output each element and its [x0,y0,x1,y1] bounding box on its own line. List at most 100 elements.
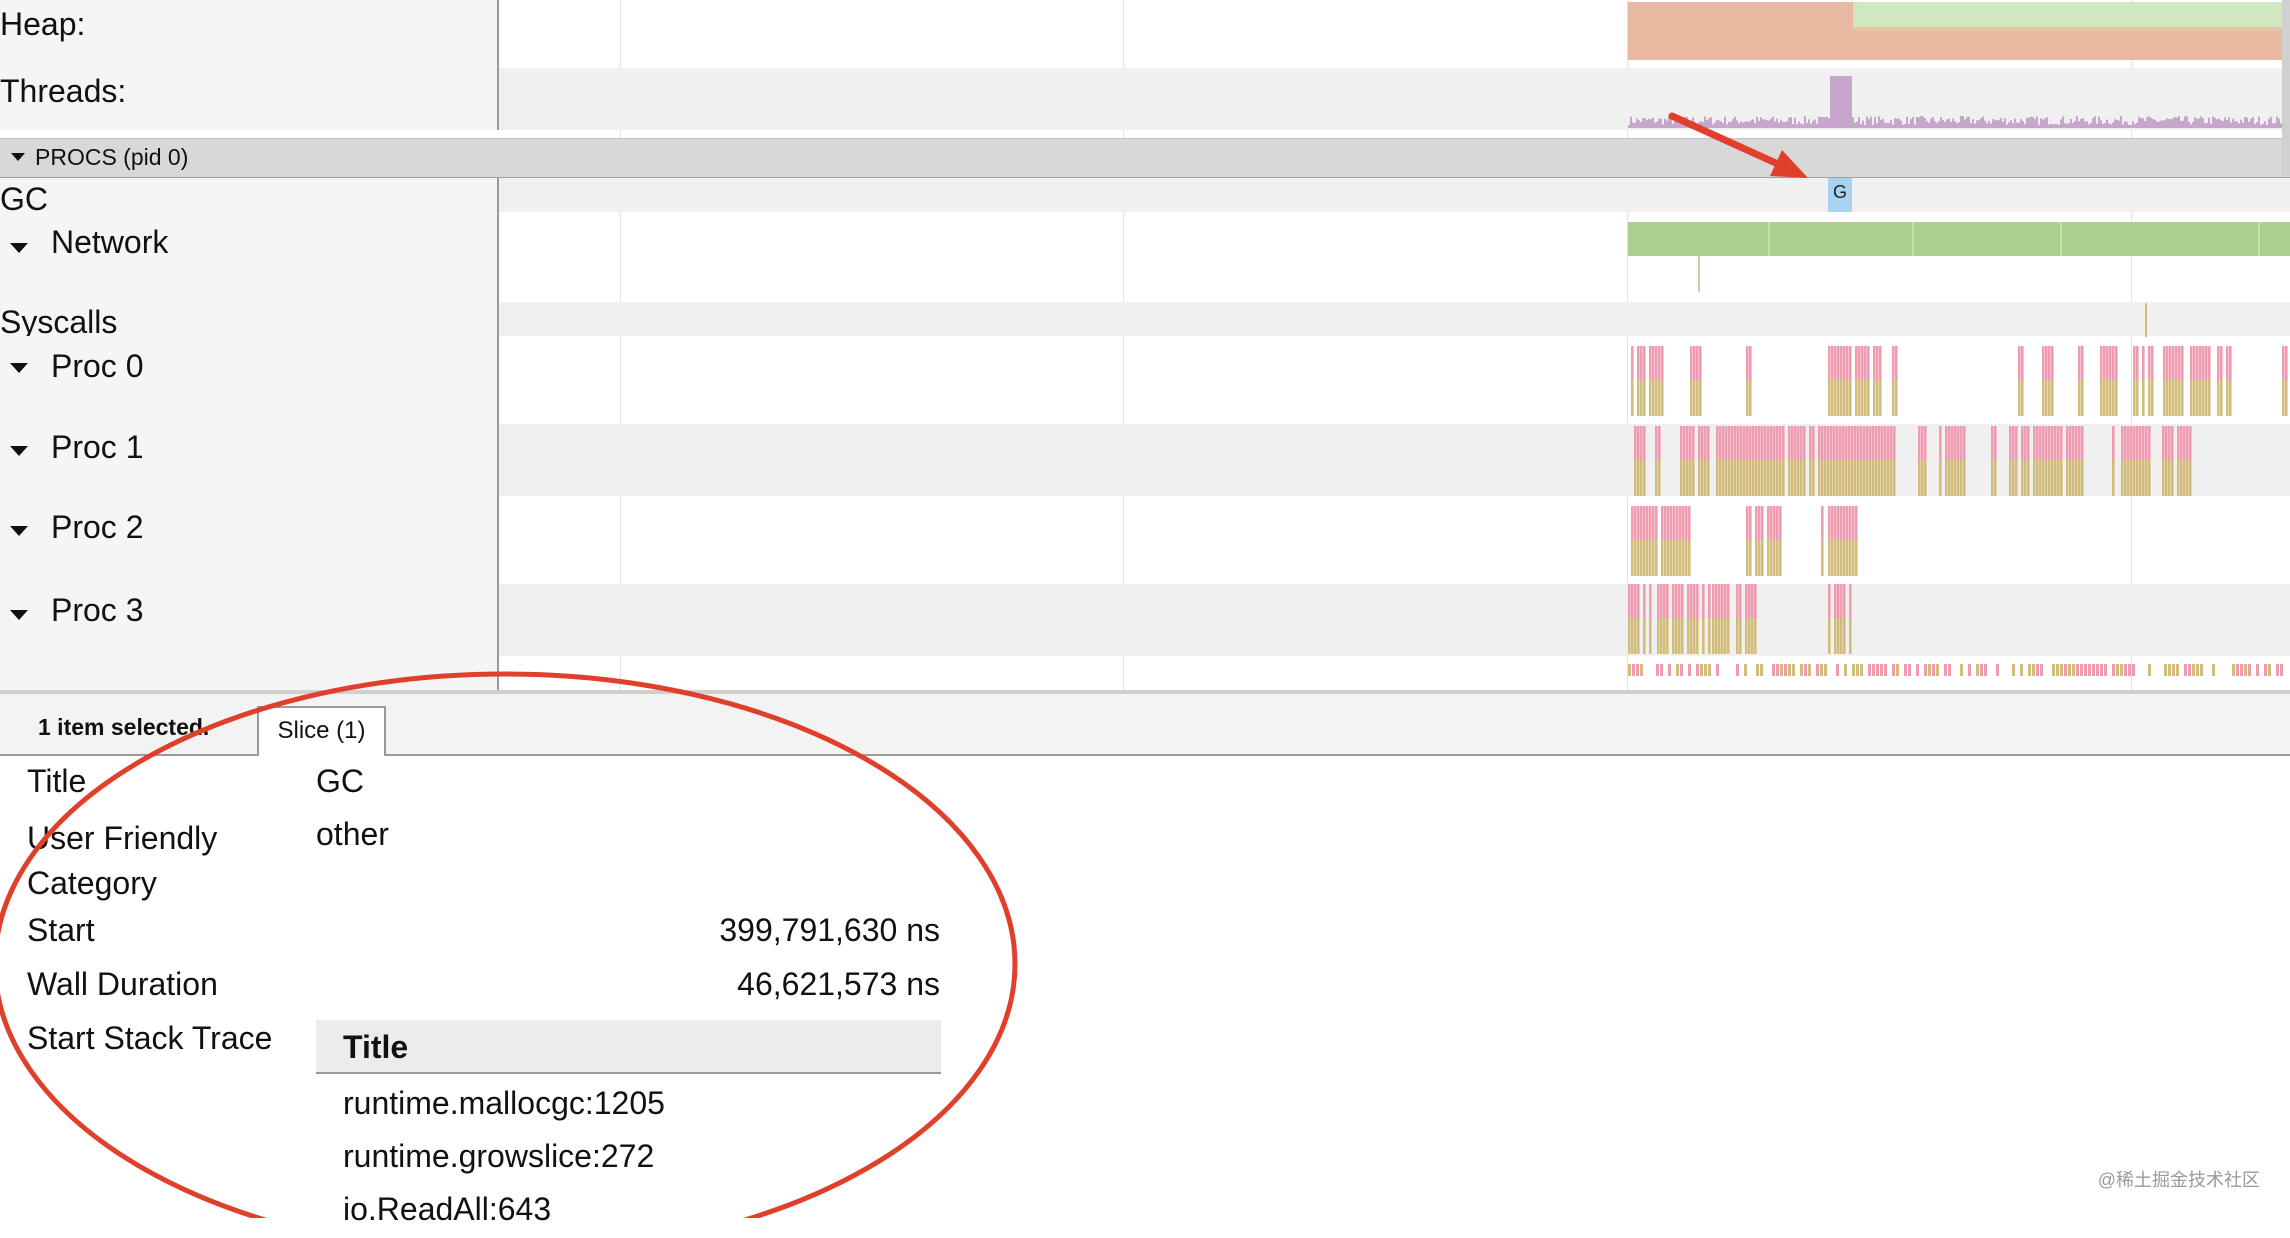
timeline-tracks[interactable]: G [0,0,2290,690]
proc-slice [2024,460,2027,496]
proc-slice [1770,506,1773,540]
thread-bar [2230,122,2232,128]
proc-slice [1652,506,1655,540]
proc-slice [1682,540,1685,576]
proc-slice [2076,664,2079,676]
gc-track[interactable]: G [1828,178,1852,212]
proc-slice [1716,426,1719,460]
timeline-scrollbar[interactable] [2282,0,2290,176]
proc-slice [2042,426,2045,460]
stack-frame[interactable]: runtime.growslice:272 [343,1138,655,1174]
proc-slice [1893,426,1896,460]
thread-bar [2128,124,2130,128]
thread-bar [1640,122,1642,128]
proc-slice [1739,584,1742,618]
proc-slice [1791,426,1794,460]
thread-bar [2046,116,2048,128]
proc-slice [1948,664,1951,676]
thread-bar [1678,118,1680,128]
collapse-triangle-icon[interactable] [10,610,28,620]
proc-slice [2021,460,2024,496]
stack-frame[interactable]: runtime.mallocgc:1205 [343,1085,665,1121]
proc-slice [1685,540,1688,576]
proc-slice [2183,426,2186,460]
thread-bar [1966,117,1968,128]
thread-bar [1936,122,1938,128]
proc-slice [2199,346,2202,380]
thread-bar [1878,116,1880,128]
threads-label: Threads: [0,73,127,109]
thread-bar [1796,124,1798,128]
proc-slice [1749,380,1752,416]
proc-slice [1743,460,1746,496]
proc-slice [1855,380,1858,416]
proc-slice [2078,346,2081,380]
thread-bar [2250,118,2252,128]
proc-slice [1708,618,1711,654]
proc-slice [2208,346,2211,380]
proc-slice [1689,460,1692,496]
collapse-triangle-icon[interactable] [10,243,28,253]
thread-bar [1944,121,1946,128]
thread-bar [2110,124,2112,128]
collapse-triangle-icon[interactable] [10,363,28,373]
proc-slice [1696,584,1699,618]
tab-slice[interactable]: Slice (1) [257,706,386,756]
proc-slice [2148,426,2151,460]
thread-bar [1832,76,1834,128]
proc-tracks[interactable] [1628,346,2288,676]
thread-bar [1746,121,1748,128]
proc-slice [1715,618,1718,654]
proc-slice [1743,426,1746,460]
proc-slice [1661,506,1664,540]
proc-slice [1772,664,1775,676]
thread-bar [1836,76,1838,128]
proc-slice [1634,506,1637,540]
thread-bar [1996,119,1998,128]
thread-bar [1958,122,1960,128]
proc-slice [2217,346,2220,380]
collapse-triangle-icon[interactable] [10,526,28,536]
proc-slice [1748,584,1751,618]
thread-bar [1858,116,1860,128]
proc-slice [2285,380,2288,416]
proc-slice [2148,460,2151,496]
collapse-triangle-icon[interactable] [10,446,28,456]
start-label: Start [27,912,95,948]
thread-bar [1886,122,1888,128]
thread-bar [1896,118,1898,128]
proc-slice [1696,664,1699,676]
proc-slice [1840,380,1843,416]
proc-slice [1634,426,1637,460]
thread-bar [1914,124,1916,128]
proc-slice [1716,460,1719,496]
proc-slice [2175,380,2178,416]
thread-bar [2158,121,2160,128]
stack-table-header[interactable]: Title [316,1020,941,1074]
thread-bar [2118,120,2120,128]
thread-bar [1786,121,1788,128]
proc-slice [1693,618,1696,654]
proc-slice [2189,460,2192,496]
proc-slice [1884,664,1887,676]
thread-bar [1840,76,1842,128]
proc-slice [1890,426,1893,460]
proc-slice [1893,460,1896,496]
proc-slice [1824,460,1827,496]
proc-slice [1792,664,1795,676]
thread-bar [1654,122,1656,128]
proc-slice [1724,618,1727,654]
thread-bar [2060,119,2062,128]
proc-slice [1640,540,1643,576]
proc-slice [2064,664,2067,676]
proc-slice [1643,346,1646,380]
collapse-triangle-icon[interactable] [11,153,25,161]
gc-slice[interactable] [1828,178,1852,212]
heap-label: Heap: [0,6,86,42]
timeline-panel[interactable]: Heap: Threads: PROCS (pid 0) GC Network … [0,0,2290,690]
proc-slice [2130,426,2133,460]
thread-bar [2104,123,2106,128]
thread-bar [1710,117,1712,128]
procs-header-row[interactable]: PROCS (pid 0) [0,138,2290,179]
stack-frame[interactable]: io.ReadAll:643 [343,1191,552,1227]
